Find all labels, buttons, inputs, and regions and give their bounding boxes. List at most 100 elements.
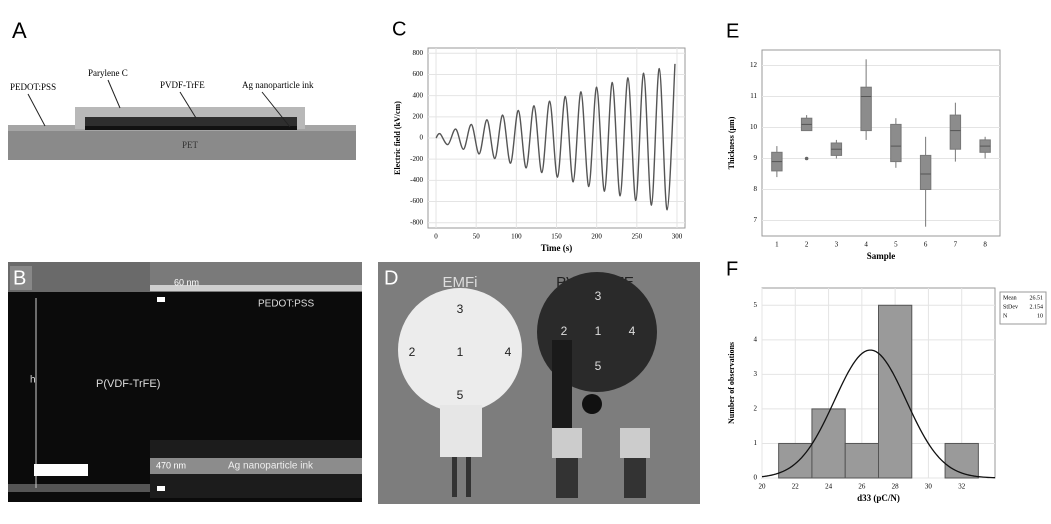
sensor-title: EMFi <box>443 274 478 291</box>
panel-letter: C <box>392 18 406 40</box>
y-tick-label: 600 <box>413 70 424 78</box>
position: 4 <box>505 345 512 359</box>
x-tick-label: 20 <box>759 483 767 491</box>
x-tick-label: 26 <box>858 483 866 491</box>
lead <box>452 457 457 497</box>
x-tick-label: 300 <box>672 233 683 241</box>
ag-inset-band <box>150 458 362 474</box>
x-tick-label: 150 <box>551 233 562 241</box>
position: 2 <box>409 345 416 359</box>
x-tick-label: 1 <box>775 241 779 249</box>
layer-label: PVDF-TrFE <box>160 80 205 90</box>
box <box>890 123 902 163</box>
position: 1 <box>595 324 602 338</box>
ag-layer <box>85 126 297 130</box>
scale-bar <box>34 464 88 476</box>
chart: C -800 -600 -400 -200 0 200 400 600 800 0 50 100 150 2… <box>392 18 686 253</box>
y-tick-label: 400 <box>413 91 424 99</box>
pvdf-layer <box>85 117 297 126</box>
y-axis-label: Number of observations <box>727 342 736 424</box>
position: 4 <box>629 324 636 338</box>
layer-label: Parylene C <box>88 68 128 78</box>
scale-label: 60 nm <box>174 277 199 287</box>
y-tick-label: -200 <box>410 155 423 163</box>
y-tick-label: 10 <box>750 123 758 131</box>
position: 1 <box>457 345 464 359</box>
x-tick-label: 6 <box>924 241 928 249</box>
layer-label: PET <box>182 140 199 150</box>
plot-frame <box>761 49 1001 237</box>
position: 3 <box>595 289 602 303</box>
x-tick-label: 50 <box>473 233 481 241</box>
x-tick-label: 22 <box>792 483 800 491</box>
y-tick-label: 4 <box>754 335 758 343</box>
panel-letter: F <box>726 258 738 280</box>
y-tick-label: 2 <box>754 405 758 413</box>
ag-band <box>8 484 150 492</box>
x-tick-label: 8 <box>983 241 987 249</box>
legend-label: N <box>1003 313 1008 319</box>
pet-layer <box>8 130 356 160</box>
y-tick-label: 12 <box>750 61 758 69</box>
y-tick-label: 5 <box>754 301 758 309</box>
outlier <box>804 156 809 161</box>
position: 5 <box>457 388 464 402</box>
letter-box <box>10 266 32 290</box>
y-tick-label: 0 <box>420 134 424 142</box>
pedot-band <box>150 285 362 291</box>
scale-label: 470 nm <box>156 460 186 470</box>
layer-label: Ag nanoparticle ink <box>242 80 314 90</box>
box <box>860 86 872 132</box>
bar <box>878 304 913 479</box>
x-tick-label: 0 <box>434 233 438 241</box>
chart: F 0 1 2 3 4 5 20 22 24 26 28 30 32 d33 (pC/N) Number of… <box>726 258 1047 503</box>
clip <box>556 458 578 498</box>
scale-bar <box>157 297 165 302</box>
y-tick-label: 1 <box>754 439 758 447</box>
bar <box>811 408 846 479</box>
connector <box>552 428 582 458</box>
emfi-tab <box>440 405 482 457</box>
bar <box>778 442 813 479</box>
panel-letter: E <box>726 20 739 42</box>
layer-label: PEDOT:PSS <box>10 82 56 92</box>
emfi-disc <box>398 288 522 412</box>
pointer <box>27 93 46 127</box>
pointer <box>179 91 197 119</box>
box <box>949 114 962 150</box>
y-tick-label: 800 <box>413 49 424 57</box>
x-tick-label: 7 <box>954 241 958 249</box>
x-tick-label: 250 <box>632 233 643 241</box>
thickness-label: h <box>30 375 36 386</box>
x-tick-label: 24 <box>825 483 833 491</box>
position: 2 <box>561 324 568 338</box>
layer-label: P(VDF-TrFE) <box>96 378 160 390</box>
x-tick-label: 3 <box>835 241 839 249</box>
box <box>919 154 932 190</box>
blot <box>582 394 602 414</box>
x-tick-label: 2 <box>805 241 809 249</box>
y-tick-label: 9 <box>754 154 758 162</box>
clip <box>624 458 646 498</box>
y-tick-label: 200 <box>413 112 424 120</box>
legend-label: Mean <box>1003 295 1017 301</box>
x-tick-label: 4 <box>864 241 868 249</box>
fit-curve <box>761 349 996 479</box>
pvdf-trace <box>552 340 572 430</box>
position: 3 <box>457 302 464 316</box>
x-tick-label: 200 <box>591 233 602 241</box>
panel-letter: B <box>13 267 26 289</box>
x-tick-label: 5 <box>894 241 898 249</box>
signal-line <box>435 63 676 211</box>
x-axis-label: Time (s) <box>541 243 573 253</box>
panel-letter: D <box>384 267 398 289</box>
panel-d: D EMFi PVDF-TrFE 3 2 1 4 5 3 2 1 4 5 <box>378 262 700 504</box>
bar <box>844 442 880 479</box>
bar <box>944 442 979 479</box>
x-axis-label: Sample <box>867 251 896 261</box>
legend-label: StDev <box>1003 304 1018 310</box>
y-tick-label: 0 <box>754 474 758 482</box>
scale-bar <box>157 486 165 491</box>
